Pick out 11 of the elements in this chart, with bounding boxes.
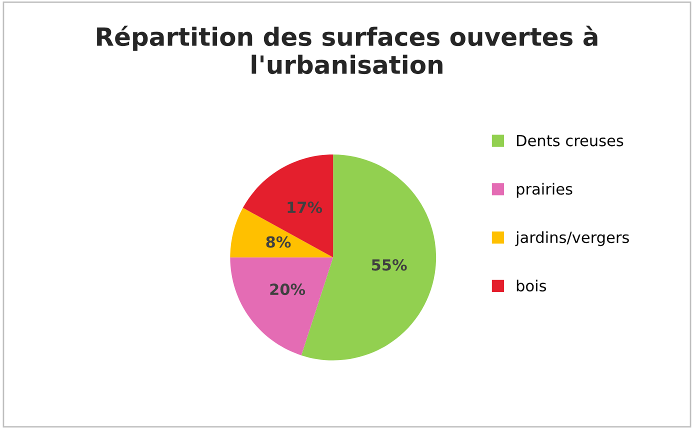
data-label: 55% xyxy=(372,259,407,271)
data-label: 20% xyxy=(270,284,306,296)
data-label: 8% xyxy=(266,236,291,248)
legend-label: bois xyxy=(516,280,546,292)
data-label: 17% xyxy=(288,202,322,214)
pie-slice xyxy=(230,257,334,356)
chart-title: Répartition des surfaces ouvertes à l'urbanisation xyxy=(97,26,598,74)
pie-slice xyxy=(242,154,334,258)
legend-label: prairies xyxy=(516,182,572,198)
legend-label: jardins/vergers xyxy=(515,231,629,246)
legend-label: Dents creuses xyxy=(517,134,624,146)
